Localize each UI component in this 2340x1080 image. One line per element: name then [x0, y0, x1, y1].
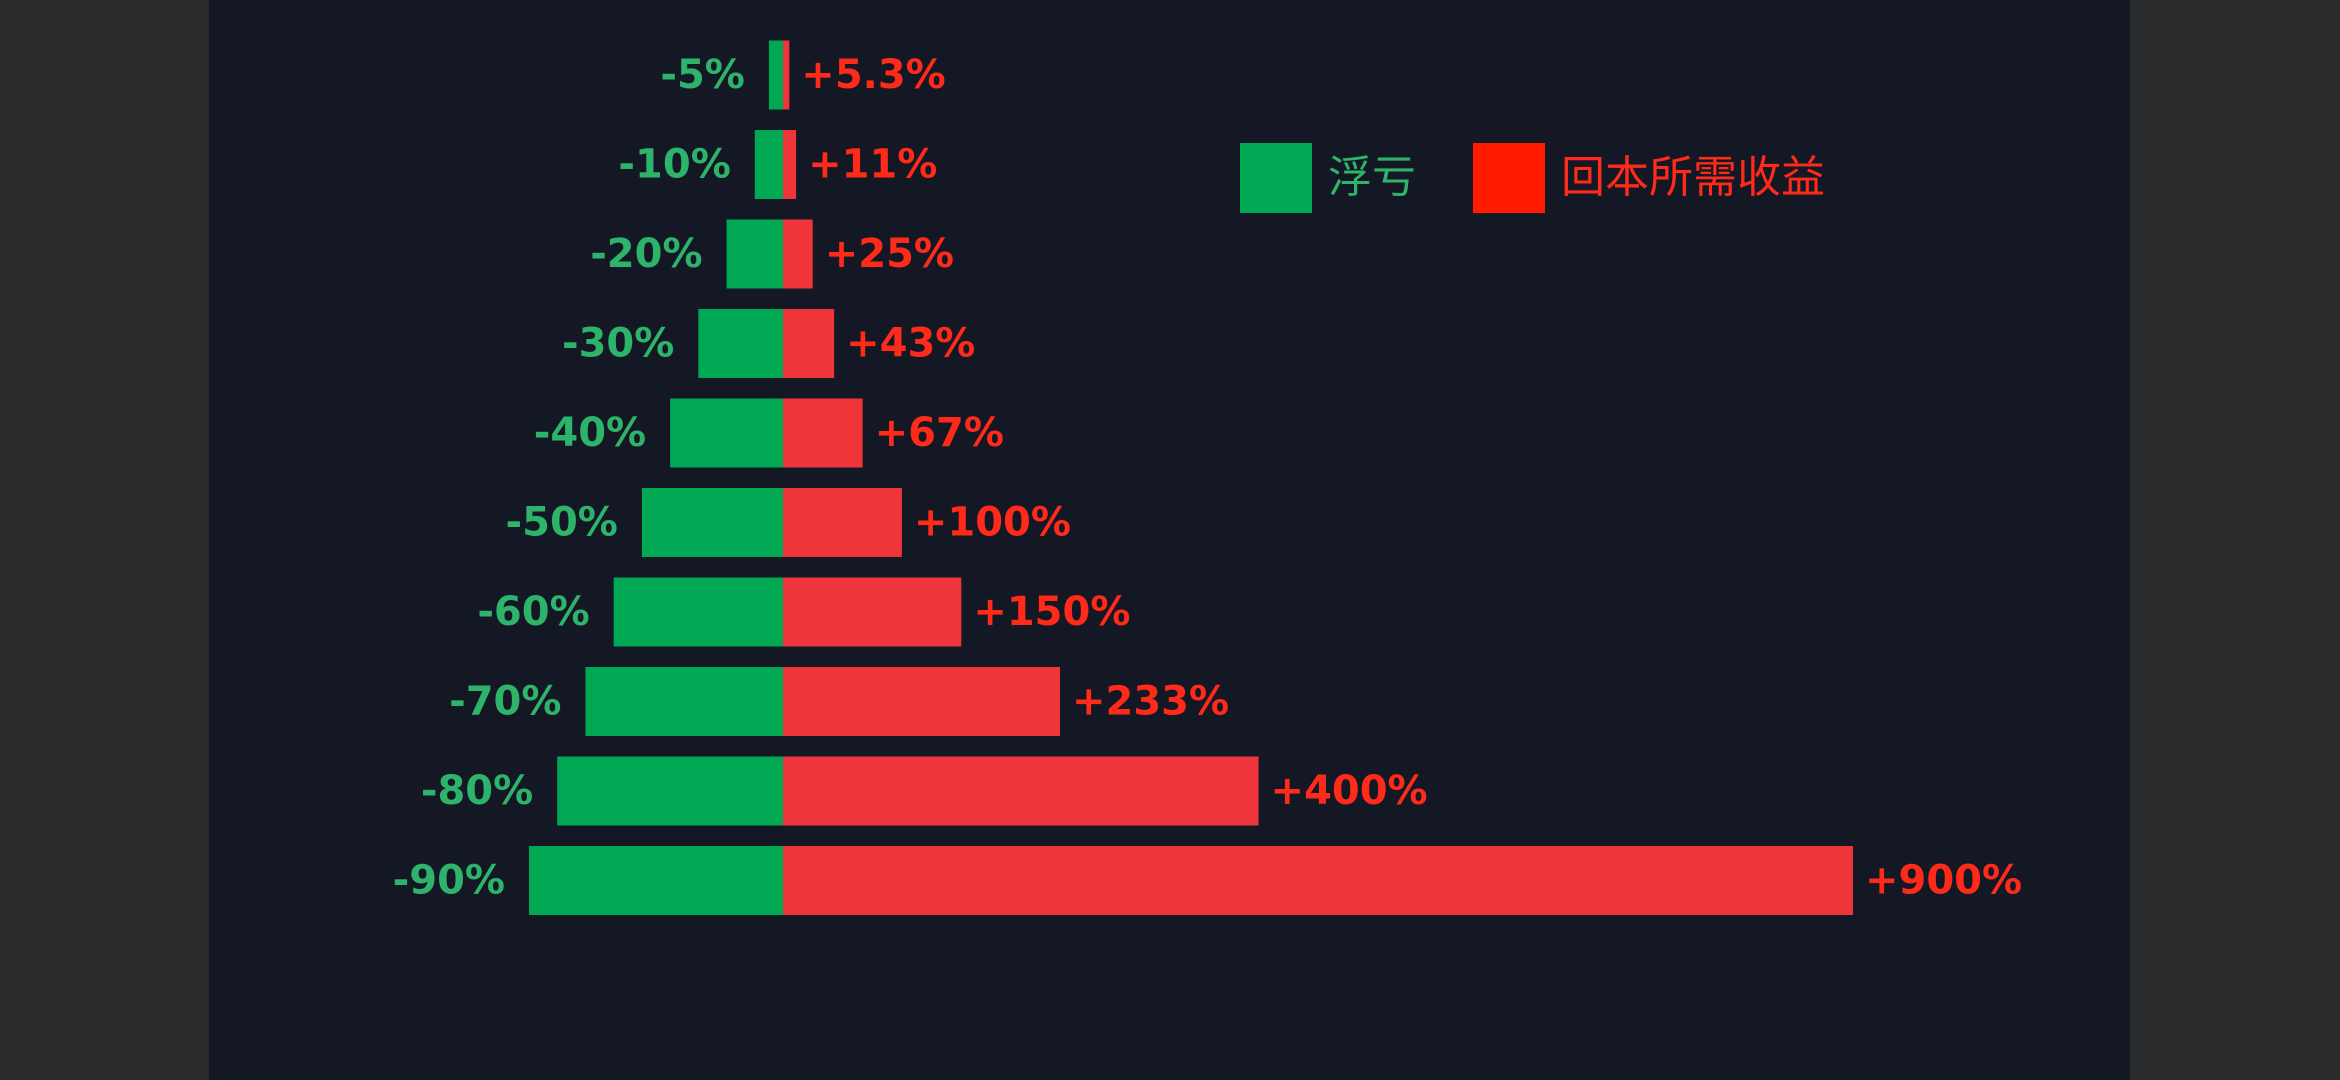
value-label: +150% — [973, 589, 1130, 635]
value-label: -20% — [590, 231, 702, 277]
recovery-bar — [783, 130, 797, 199]
value-label: +11% — [808, 142, 937, 188]
recovery-bar — [783, 577, 962, 647]
recovery-bar — [783, 40, 790, 110]
value-label: -90% — [393, 858, 505, 904]
loss-bar — [641, 488, 783, 557]
value-label: -30% — [562, 321, 674, 367]
legend-swatch — [1240, 143, 1312, 213]
chart-panel — [209, 0, 2130, 1080]
loss-bar — [557, 756, 783, 826]
recovery-bar — [783, 219, 813, 289]
recovery-bar — [783, 756, 1259, 826]
value-label: -80% — [421, 768, 533, 814]
loss-bar — [613, 577, 783, 647]
recovery-bar — [783, 398, 863, 468]
recovery-bar — [783, 667, 1061, 736]
loss-bar — [585, 667, 783, 736]
value-label: +5.3% — [801, 52, 945, 98]
recovery-bar — [783, 488, 902, 557]
value-label: -70% — [449, 679, 561, 725]
value-label: +233% — [1072, 679, 1229, 725]
value-label: -40% — [534, 410, 646, 456]
value-label: +43% — [846, 321, 975, 367]
value-label: +67% — [875, 410, 1004, 456]
value-label: +100% — [914, 500, 1071, 546]
legend-label: 浮亏 — [1328, 152, 1416, 203]
legend-swatch — [1473, 143, 1545, 213]
recovery-bar — [783, 309, 835, 378]
value-label: +400% — [1271, 768, 1428, 814]
value-label: +25% — [825, 231, 954, 277]
loss-bar — [768, 40, 783, 110]
value-label: -50% — [506, 500, 618, 546]
value-label: -10% — [618, 142, 730, 188]
loss-bar — [529, 846, 783, 915]
loss-bar — [726, 219, 783, 289]
value-label: +900% — [1865, 858, 2022, 904]
value-label: -5% — [660, 52, 745, 98]
loss-bar — [698, 309, 783, 378]
loss-bar — [754, 130, 783, 199]
legend-label: 回本所需收益 — [1561, 152, 1825, 203]
recovery-bar — [783, 846, 1853, 915]
loss-bar — [670, 398, 783, 468]
value-label: -60% — [477, 589, 589, 635]
